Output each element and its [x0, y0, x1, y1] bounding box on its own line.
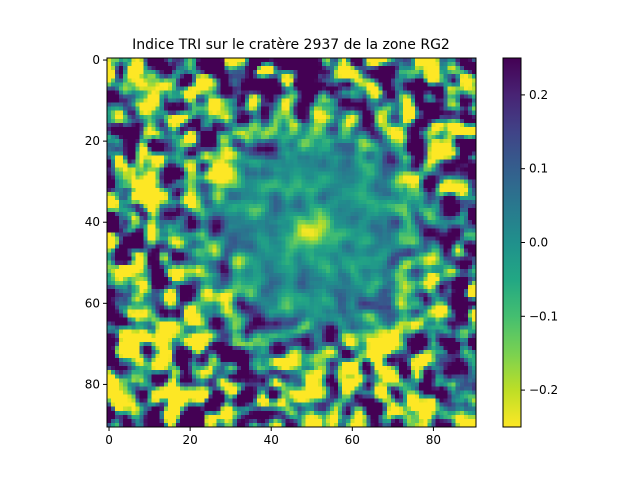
- colorbar-tick-label: 0.2: [529, 88, 548, 102]
- colorbar-tick-label: 0.1: [529, 162, 548, 176]
- y-tick-label: 40: [85, 215, 100, 229]
- y-tick-label: 80: [85, 377, 100, 391]
- y-tick-label: 60: [85, 296, 100, 310]
- colorbar-tick-label: −0.2: [529, 383, 558, 397]
- x-tick-label: 20: [182, 433, 197, 447]
- x-tick-label: 40: [264, 433, 279, 447]
- colorbar-tick-label: −0.1: [529, 309, 558, 323]
- heatmap-image: [107, 58, 476, 427]
- x-tick-label: 60: [345, 433, 360, 447]
- colorbar-bar: [502, 57, 522, 428]
- colorbar-tick-label: 0.0: [529, 236, 548, 250]
- y-tick-label: 20: [85, 134, 100, 148]
- plot-frame: [106, 57, 477, 428]
- x-tick-label: 80: [426, 433, 441, 447]
- y-tick-label: 0: [92, 53, 100, 67]
- chart-title: Indice TRI sur le cratère 2937 de la zon…: [132, 37, 450, 53]
- colorbar: 0.2 0.1 0.0 −0.1 −0.2: [502, 57, 558, 428]
- colorbar-ticks: 0.2 0.1 0.0 −0.1 −0.2: [521, 88, 558, 397]
- x-tick-label: 0: [105, 433, 113, 447]
- heatmap-area: [106, 57, 477, 428]
- y-axis: 0 20 40 60 80: [85, 53, 107, 391]
- x-axis: 0 20 40 60 80: [105, 427, 441, 447]
